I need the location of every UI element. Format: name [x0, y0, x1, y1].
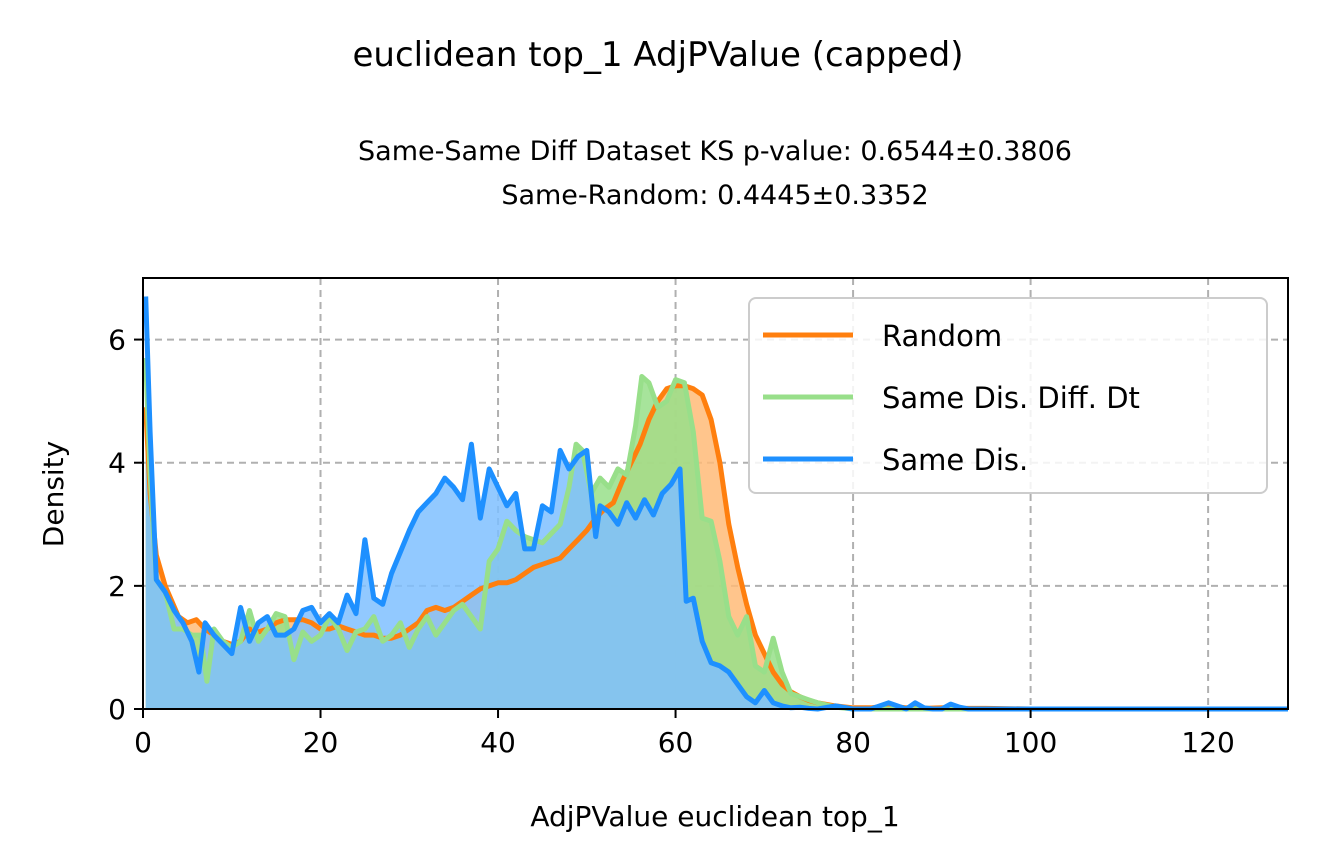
x-tick-label: 120: [1181, 726, 1234, 759]
x-axis-label: AdjPValue euclidean top_1: [530, 800, 899, 833]
x-tick-label: 0: [134, 726, 152, 759]
legend: Random Same Dis. Diff. Dt Same Dis.: [748, 297, 1268, 494]
chart-subtitle-line-2: Same-Random: 0.4445±0.3352: [501, 180, 928, 211]
x-axis-ticks: 0 20 40 60 80 100 120: [134, 709, 1235, 759]
chart-subtitle-line-1: Same-Same Diff Dataset KS p-value: 0.654…: [358, 136, 1072, 167]
y-tick-label: 2: [108, 570, 126, 603]
series-lines: [143, 296, 1288, 712]
x-tick-label: 40: [480, 726, 516, 759]
series-line-3: [143, 296, 1288, 712]
legend-box: [748, 297, 1268, 494]
legend-label-1: Random: [882, 319, 1002, 353]
x-tick-label: 100: [1004, 726, 1057, 759]
y-tick-label: 6: [108, 324, 126, 357]
legend-label-2: Same Dis. Diff. Dt: [882, 381, 1140, 415]
series-fill-3: [145, 296, 1289, 709]
y-axis-label: Density: [37, 441, 70, 547]
chart-title: euclidean top_1 AdjPValue (capped): [353, 35, 964, 75]
y-tick-label: 4: [108, 447, 126, 480]
x-tick-label: 80: [835, 726, 871, 759]
x-tick-label: 20: [303, 726, 339, 759]
legend-label-3: Same Dis.: [882, 443, 1028, 477]
y-tick-label: 0: [108, 693, 126, 726]
plot-frame: [142, 277, 1289, 710]
y-axis-ticks: 0 2 4 6: [108, 324, 143, 726]
series-line-2: [143, 357, 1288, 712]
x-tick-label: 60: [658, 726, 694, 759]
